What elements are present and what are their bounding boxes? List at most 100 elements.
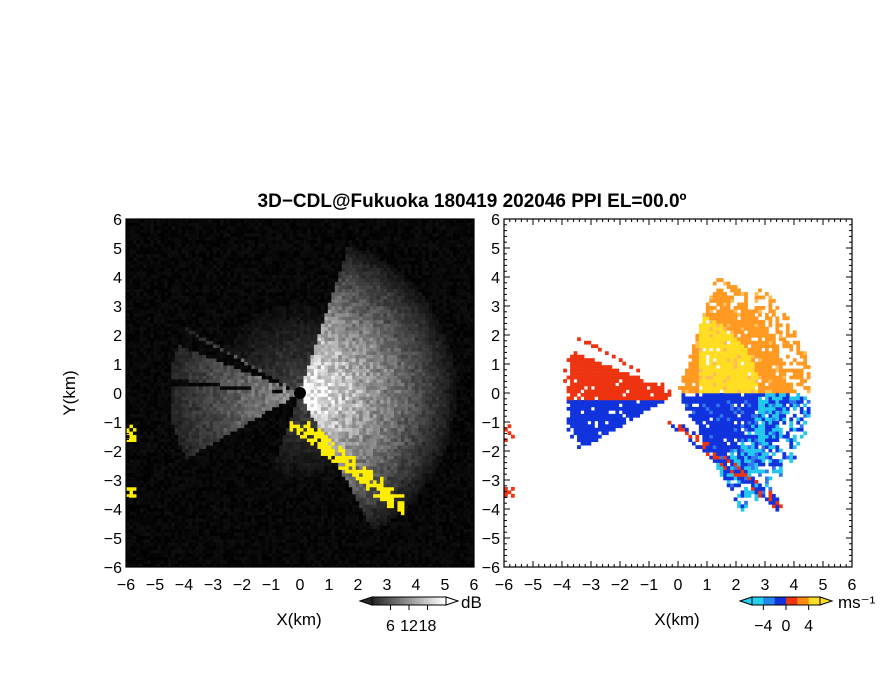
data-cell — [226, 511, 231, 516]
data-cell — [313, 493, 318, 498]
data-cell — [432, 535, 437, 540]
data-cell — [432, 406, 437, 411]
data-cell — [139, 556, 144, 561]
data-cell — [397, 497, 402, 502]
data-cell — [418, 410, 423, 415]
data-cell — [282, 455, 287, 460]
data-cell — [397, 403, 402, 408]
data-cell — [286, 469, 290, 474]
data-cell — [160, 504, 165, 509]
data-cell — [174, 560, 179, 564]
data-cell — [233, 469, 238, 474]
data-cell — [150, 525, 155, 530]
data-cell — [327, 427, 332, 432]
data-cell — [282, 448, 287, 453]
data-cell — [453, 434, 457, 439]
data-cell — [272, 476, 276, 481]
data-cell — [139, 420, 144, 425]
data-cell — [265, 466, 269, 470]
data-cell — [400, 473, 405, 477]
data-cell — [178, 424, 182, 429]
data-cell — [226, 507, 231, 512]
data-cell — [411, 452, 416, 456]
data-cell — [390, 476, 395, 481]
data-cell — [174, 476, 179, 481]
data-cell — [362, 434, 367, 439]
data-cell — [383, 486, 388, 491]
data-cell — [376, 417, 381, 422]
data-cell — [317, 410, 322, 415]
data-cell — [341, 490, 346, 495]
data-cell — [366, 393, 370, 397]
data-cell — [331, 497, 336, 502]
data-cell — [219, 532, 224, 536]
data-cell — [261, 431, 266, 436]
data-cell — [404, 511, 409, 516]
data-cell — [150, 462, 155, 467]
data-cell — [282, 424, 287, 429]
data-cell — [435, 525, 440, 530]
data-cell — [202, 546, 207, 550]
data-cell — [338, 431, 343, 436]
data-cell — [282, 563, 287, 567]
data-cell — [226, 546, 231, 550]
data-cell — [188, 431, 193, 436]
data-cell — [341, 556, 346, 561]
data-cell — [359, 431, 363, 436]
data-cell — [268, 514, 273, 519]
data-cell — [216, 497, 221, 502]
data-cell — [390, 560, 395, 564]
data-cell — [400, 542, 405, 547]
data-cell — [279, 424, 283, 429]
data-cell — [366, 504, 370, 509]
data-cell — [460, 532, 464, 536]
data-cell — [320, 493, 325, 498]
data-cell — [139, 507, 144, 512]
data-cell — [338, 483, 343, 488]
data-cell — [139, 490, 144, 495]
data-cell — [463, 469, 468, 474]
data-cell — [153, 438, 158, 443]
data-cell — [171, 480, 176, 484]
data-cell — [139, 455, 144, 460]
data-cell — [213, 518, 217, 523]
data-cell — [411, 511, 416, 516]
data-cell — [449, 424, 454, 429]
data-cell — [338, 413, 343, 418]
data-cell — [390, 514, 395, 519]
data-cell — [178, 521, 182, 526]
data-cell — [439, 459, 443, 463]
data-cell — [463, 528, 468, 533]
data-cell — [199, 483, 203, 488]
data-cell — [265, 483, 269, 488]
data-cell — [230, 427, 235, 432]
data-cell — [303, 500, 308, 505]
data-cell — [146, 535, 151, 540]
data-cell — [306, 480, 311, 484]
data-cell — [167, 497, 172, 502]
data-cell — [237, 455, 242, 460]
data-cell — [153, 553, 158, 557]
data-cell — [289, 431, 294, 436]
data-cell — [272, 427, 276, 432]
data-cell — [223, 441, 228, 446]
data-cell — [143, 466, 148, 470]
data-cell — [258, 480, 263, 484]
data-cell — [324, 546, 329, 550]
data-cell — [153, 511, 158, 516]
data-cell — [185, 546, 189, 550]
data-cell — [300, 434, 304, 439]
data-cell — [320, 483, 325, 488]
data-cell — [369, 431, 374, 436]
data-cell — [404, 396, 409, 401]
data-cell — [251, 483, 256, 488]
data-cell — [272, 399, 276, 404]
data-cell — [460, 473, 464, 477]
data-cell — [261, 448, 266, 453]
data-cell — [202, 462, 207, 467]
data-cell — [282, 511, 287, 516]
data-cell — [132, 511, 137, 516]
data-cell — [359, 507, 363, 512]
data-cell — [310, 431, 315, 436]
data-cell — [352, 445, 356, 449]
